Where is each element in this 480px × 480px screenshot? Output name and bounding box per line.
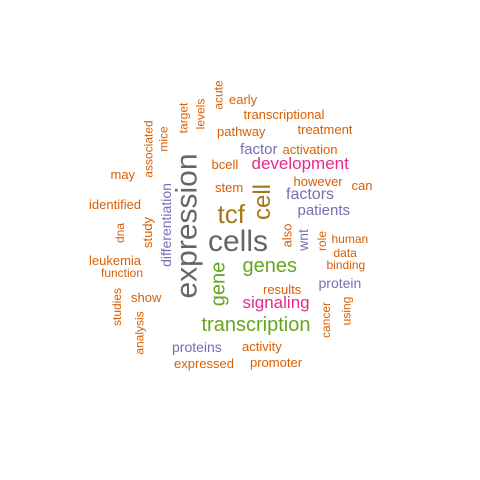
cloud-word: cancer [319,301,334,339]
cloud-word: differentiation [157,183,174,267]
cloud-word: pathway [217,123,266,139]
cloud-word: early [229,91,258,107]
cloud-word: proteins [172,339,222,355]
cloud-word: data [333,246,357,260]
cloud-word: factor [240,140,278,158]
cloud-word: cell [249,183,277,221]
cloud-word: protein [318,275,362,291]
cloud-word: show [131,289,162,305]
cloud-word: treatment [297,121,353,137]
cloud-word: using [338,296,353,326]
cloud-word: identified [89,196,142,212]
cloud-word: results [263,281,302,297]
cloud-word: signaling [242,292,310,312]
cloud-word: transcriptional [243,106,325,122]
cloud-word: wnt [294,229,311,251]
cloud-word: study [139,216,155,248]
cloud-word: tcf [217,199,245,229]
cloud-word: dna [113,222,128,244]
cloud-word: also [279,223,295,247]
cloud-word: expressed [174,355,234,371]
cloud-word: may [110,166,136,182]
cloud-word: transcription [201,314,311,336]
cloud-word: gene [206,261,229,307]
cloud-word: human [331,232,369,246]
cloud-word: leukemia [89,252,142,268]
cloud-word: associated [141,120,156,178]
cloud-word: factors [286,186,335,203]
cloud-word: activation [282,141,338,157]
cloud-word: development [251,153,349,173]
cloud-word: function [101,266,144,280]
cloud-word: expression [170,153,204,299]
cloud-word: can [351,177,373,193]
cloud-word: acute [211,80,226,110]
cloud-word: stem [215,179,244,195]
cloud-word: target [175,102,190,134]
cloud-word: analysis [132,311,147,355]
cloud-word: genes [242,255,298,277]
cloud-word: mice [156,126,171,152]
cloud-word: promoter [250,354,303,370]
cloud-word: cells [208,225,269,258]
cloud-word: role [315,230,330,252]
cloud-word: however [293,173,343,189]
cloud-word: studies [110,287,125,327]
cloud-word: bcell [211,156,239,172]
cloud-word: binding [326,258,366,272]
cloud-word: patients [297,201,351,219]
cloud-word: activity [242,338,282,354]
cloud-word: levels [192,98,207,130]
